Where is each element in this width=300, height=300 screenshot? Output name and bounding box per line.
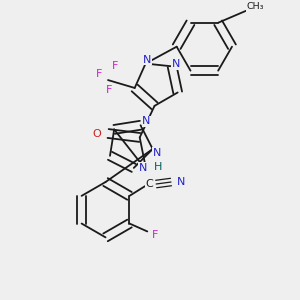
Text: F: F	[152, 230, 158, 240]
Text: N: N	[139, 163, 147, 173]
Text: N: N	[177, 177, 185, 187]
Text: N: N	[172, 59, 180, 69]
Text: CH₃: CH₃	[247, 2, 265, 11]
Text: N: N	[142, 116, 151, 126]
Text: O: O	[92, 128, 100, 139]
Text: N: N	[143, 55, 152, 64]
Text: H: H	[154, 162, 163, 172]
Text: C: C	[146, 179, 153, 189]
Text: F: F	[112, 61, 118, 71]
Text: F: F	[106, 85, 112, 95]
Text: F: F	[96, 69, 102, 79]
Text: N: N	[152, 148, 161, 158]
